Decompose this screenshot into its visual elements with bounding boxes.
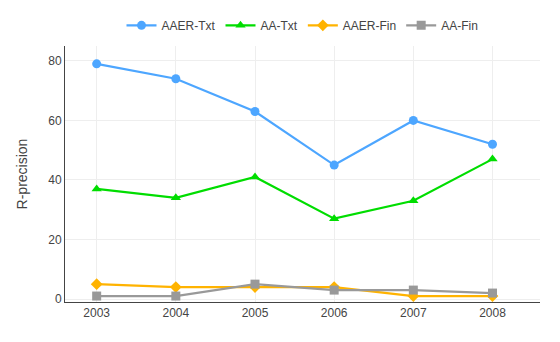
svg-text:2004: 2004 bbox=[162, 306, 189, 320]
svg-text:60: 60 bbox=[48, 114, 62, 128]
svg-text:AA-Fin: AA-Fin bbox=[441, 19, 478, 33]
svg-text:AAER-Fin: AAER-Fin bbox=[343, 19, 396, 33]
svg-text:2008: 2008 bbox=[479, 306, 506, 320]
svg-text:20: 20 bbox=[48, 233, 62, 247]
svg-text:2007: 2007 bbox=[400, 306, 427, 320]
svg-text:40: 40 bbox=[48, 173, 62, 187]
svg-text:AAER-Txt: AAER-Txt bbox=[162, 19, 216, 33]
svg-text:2003: 2003 bbox=[83, 306, 110, 320]
svg-text:80: 80 bbox=[48, 54, 62, 68]
svg-text:R-precision: R-precision bbox=[14, 139, 30, 210]
svg-text:0: 0 bbox=[55, 292, 62, 306]
svg-text:2005: 2005 bbox=[242, 306, 269, 320]
svg-text:AA-Txt: AA-Txt bbox=[261, 19, 298, 33]
svg-text:2006: 2006 bbox=[321, 306, 348, 320]
